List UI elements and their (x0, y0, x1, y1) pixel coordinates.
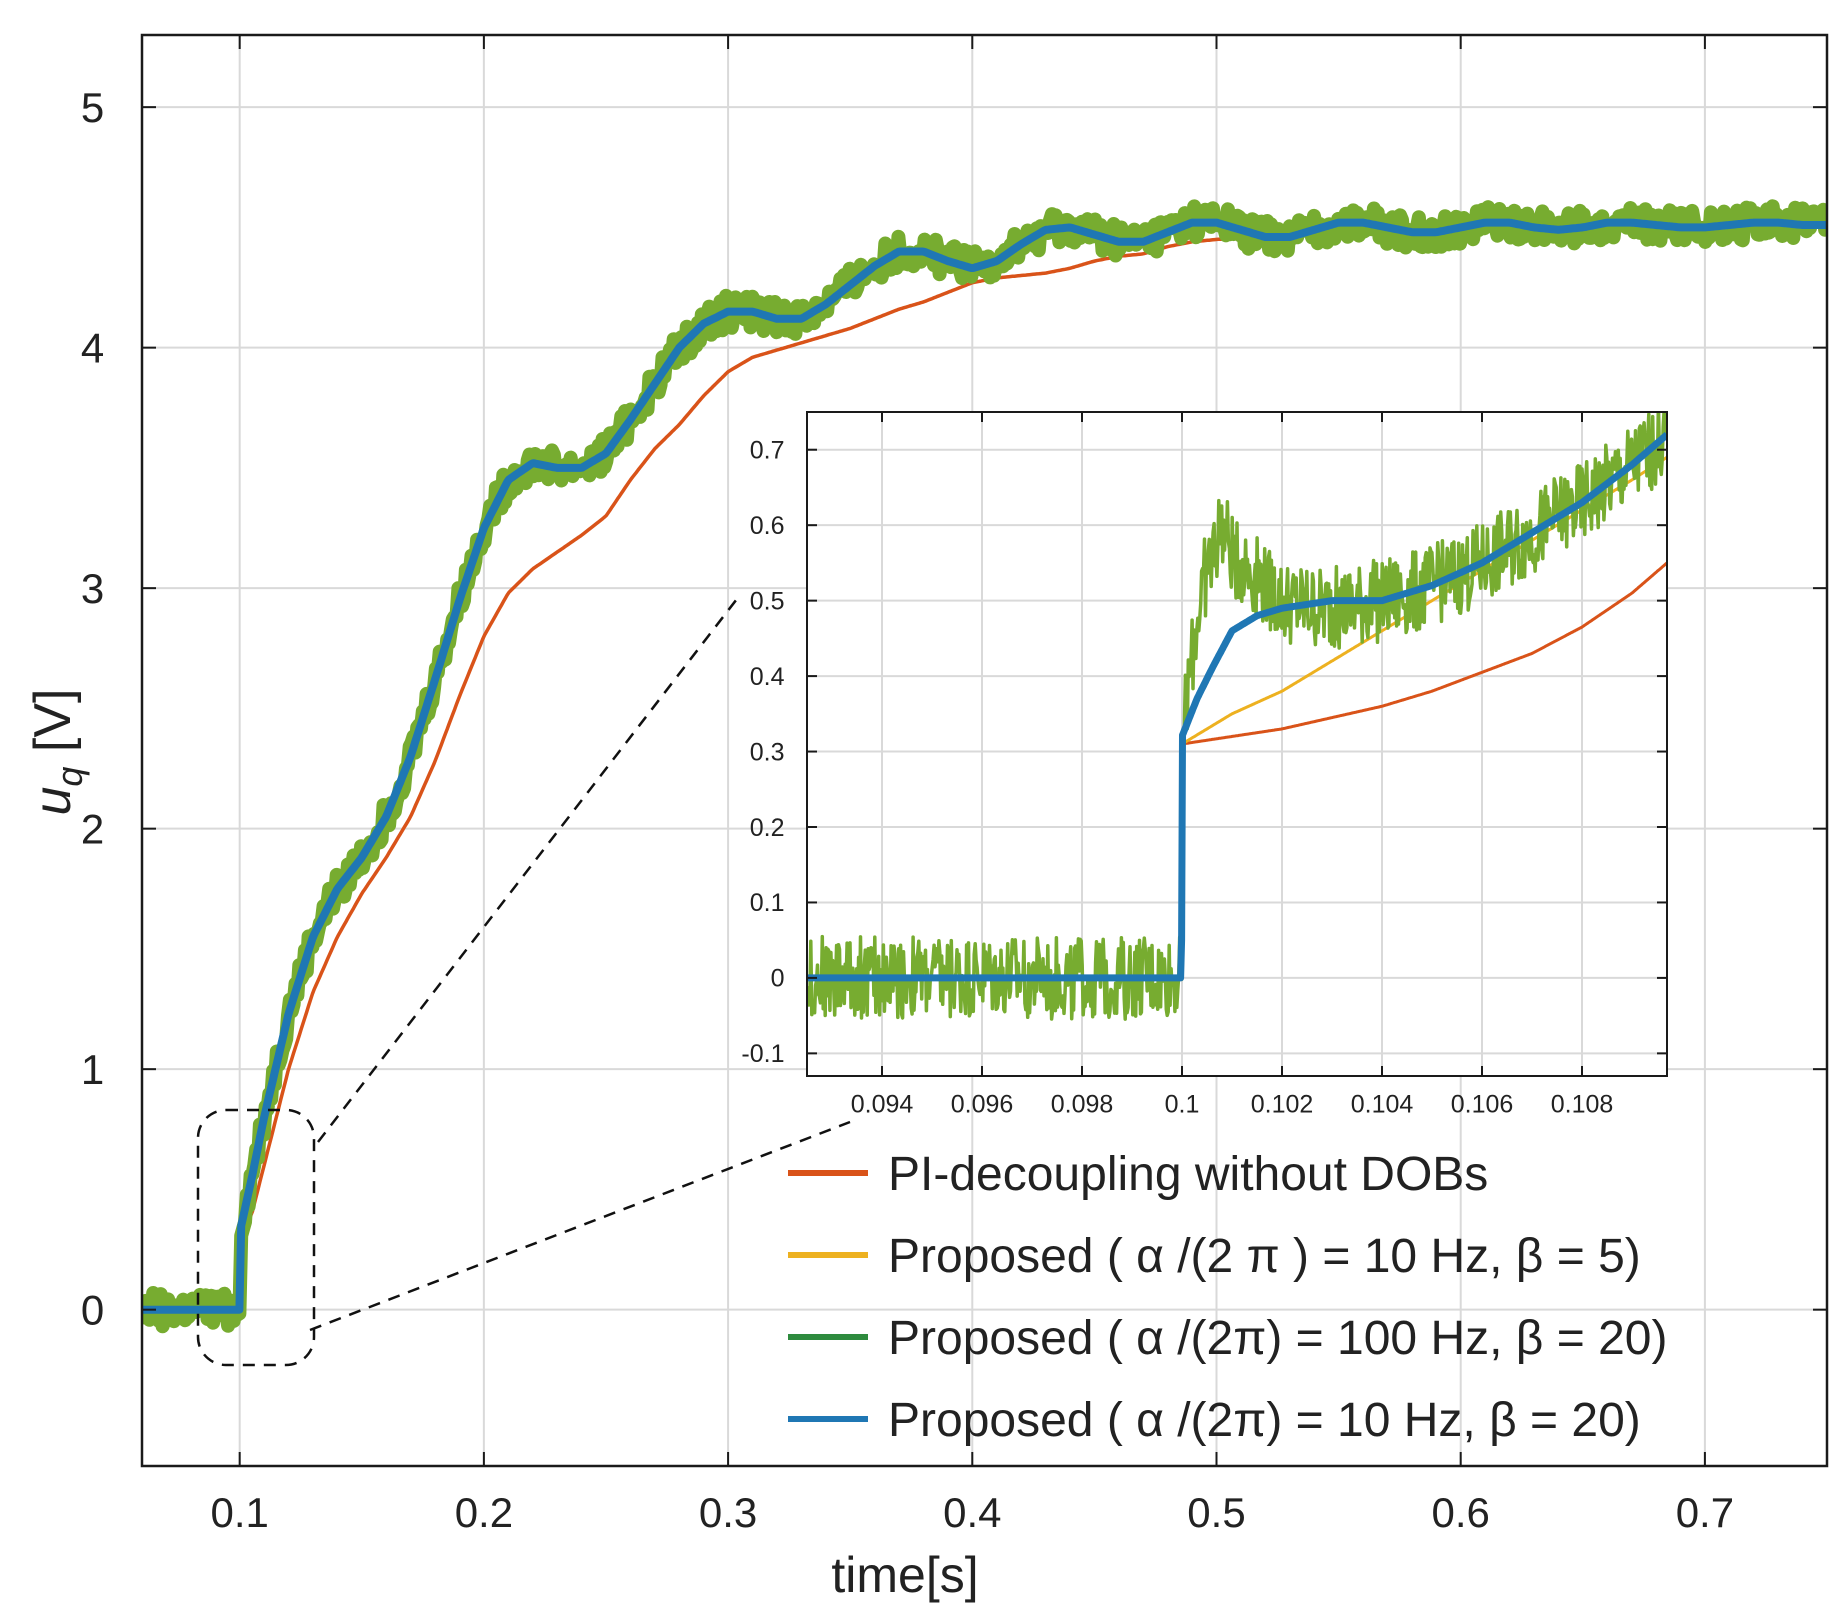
zoom-annotation (196, 594, 851, 1367)
inset-ytick-label-1: 0 (771, 965, 785, 993)
inset-axes-frame (806, 411, 1668, 1077)
main-ytick-label-4: 4 (81, 324, 104, 371)
inset-series (807, 412, 1667, 1021)
inset-ytick-label-2: 0.1 (750, 889, 785, 917)
inset-tick-labels: 0.094 0.096 0.098 0.1 0.102 0.104 0.106 0.108 -0… (741, 412, 1667, 1118)
inset-xtick-label-7: 0.108 (1551, 1090, 1614, 1118)
legend-label-0: PI-decoupling without DOBs (888, 1148, 1488, 1201)
inset-xtick-label-3: 0.1 (1165, 1090, 1200, 1118)
inset-axes: 0.094 0.096 0.098 0.1 0.102 0.104 0.106 0.108 -0… (741, 411, 1668, 1118)
main-tick-labels: 0.1 0.2 0.3 0.4 0.5 0.6 0.7 0 1 2 3 4 5 (81, 35, 1827, 1536)
inset-ytick-label-8: 0.7 (750, 436, 785, 464)
inset-xtick-label-5: 0.104 (1351, 1090, 1414, 1118)
y-axis-label-sub: q (49, 767, 90, 787)
main-xtick-label-2: 0.3 (699, 1489, 757, 1536)
inset-ytick-label-6: 0.5 (750, 587, 785, 615)
inset-ytick-label-3: 0.2 (750, 814, 785, 842)
zoom-connector-top (317, 594, 741, 1143)
inset-xtick-label-1: 0.096 (951, 1090, 1014, 1118)
main-xtick-label-5: 0.6 (1432, 1489, 1490, 1536)
y-axis-label: uq [V] (24, 689, 90, 816)
main-axes-frame (140, 33, 1829, 1468)
inset-series-line-2 (807, 412, 1667, 1021)
inset-xtick-label-4: 0.102 (1251, 1090, 1314, 1118)
main-xtick-label-3: 0.4 (943, 1489, 1001, 1536)
y-axis-label-main: u (24, 787, 82, 816)
main-ytick-label-5: 5 (81, 84, 104, 131)
y-axis-label-unit: [V] (24, 689, 82, 767)
main-ytick-label-0: 0 (81, 1286, 104, 1333)
legend-label-1: Proposed ( α /(2 π ) = 10 Hz, β = 5) (888, 1230, 1641, 1283)
main-xtick-label-1: 0.2 (455, 1489, 513, 1536)
legend: PI-decoupling without DOBs Proposed ( α /… (788, 1148, 1667, 1447)
main-ytick-label-1: 1 (81, 1046, 104, 1093)
main-series-line-3 (142, 218, 1827, 1314)
inset-xtick-label-6: 0.106 (1451, 1090, 1514, 1118)
legend-label-2: Proposed ( α /(2π) = 100 Hz, β = 20) (888, 1312, 1667, 1365)
inset-ytick-label-4: 0.3 (750, 738, 785, 766)
legend-label-3: Proposed ( α /(2π) = 10 Hz, β = 20) (888, 1394, 1641, 1447)
inset-xtick-label-0: 0.094 (851, 1090, 914, 1118)
inset-ytick-label-5: 0.4 (750, 663, 785, 691)
main-ytick-label-3: 3 (81, 565, 104, 612)
x-axis-label: time[s] (831, 1547, 978, 1603)
inset-xtick-label-2: 0.098 (1051, 1090, 1114, 1118)
main-xtick-label-6: 0.7 (1676, 1489, 1734, 1536)
inset-ytick-label-7: 0.6 (750, 512, 785, 540)
inset-series-line-3 (807, 431, 1667, 982)
main-ytick-label-2: 2 (81, 805, 104, 852)
zoom-region-box (196, 1108, 316, 1367)
main-xtick-label-0: 0.1 (210, 1489, 268, 1536)
inset-grid (807, 412, 1667, 1076)
main-xtick-label-4: 0.5 (1187, 1489, 1245, 1536)
main-series (142, 199, 1827, 1334)
inset-ytick-label-0: -0.1 (741, 1040, 784, 1068)
